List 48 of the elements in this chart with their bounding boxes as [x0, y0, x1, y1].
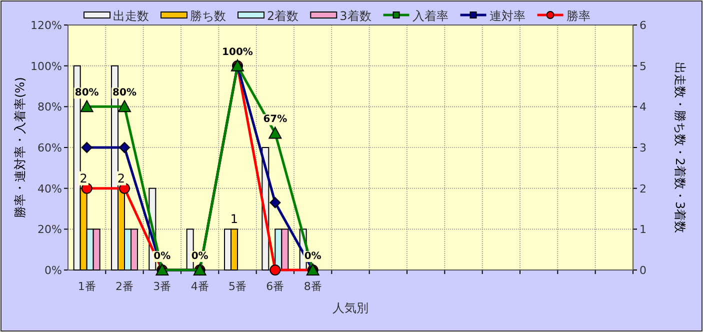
point [118, 100, 131, 112]
point [268, 126, 282, 139]
legend-label: 勝率 [566, 9, 590, 23]
y-tick-label: 120% [30, 19, 62, 32]
point [270, 197, 281, 208]
legend-label: 出走数 [113, 9, 149, 23]
y2-tick-label: 0 [640, 264, 646, 277]
x-tick-label: 5番 [228, 280, 246, 293]
data-label: 80% [112, 88, 136, 99]
y2-tick-label: 3 [640, 142, 646, 154]
y2-tick-label: 5 [640, 60, 646, 73]
x-tick-label: 4番 [190, 280, 209, 293]
y-tick-label: 60% [38, 142, 62, 154]
x-tick-label: 1番 [78, 280, 96, 293]
data-label: 80% [74, 88, 99, 99]
legend-label: 2着数 [267, 9, 299, 23]
x-tick-label: 2番 [116, 280, 134, 293]
data-label: 0% [304, 251, 322, 262]
legend-label: 入着率 [412, 9, 448, 23]
data-label: 67% [263, 114, 288, 126]
y-tick-label: 0% [44, 264, 62, 277]
y2-tick-label: 6 [640, 19, 646, 32]
data-label: 1 [230, 212, 238, 226]
y2-axis-title: 出走数・勝ち数・2着数・3着数 [673, 62, 687, 234]
data-label: 100% [222, 46, 253, 58]
legend-label: 3着数 [340, 9, 372, 23]
y2-tick-label: 4 [640, 100, 646, 114]
x-tick-label: 6番 [266, 280, 284, 293]
point [270, 264, 281, 276]
data-label: 0% [154, 251, 171, 262]
x-tick-label: 8番 [304, 280, 322, 293]
y2-tick-label: 1 [640, 223, 646, 236]
y-tick-label: 100% [30, 60, 62, 73]
data-label: 0% [191, 251, 208, 262]
data-label: 2 [117, 171, 126, 186]
y2-tick-label: 2 [640, 182, 646, 196]
y-tick-label: 80% [38, 100, 62, 114]
data-label: 2 [80, 171, 88, 186]
y-tick-label: 40% [38, 182, 62, 196]
legend-label: 連対率 [489, 9, 526, 23]
x-axis-title: 人気別 [332, 301, 368, 315]
legend-label: 勝ち数 [190, 9, 226, 23]
y-tick-label: 20% [38, 223, 62, 236]
y-axis-title: 勝率・連対率・入着率(%) [13, 77, 27, 218]
point [119, 142, 130, 153]
x-tick-label: 3番 [153, 280, 172, 293]
point [80, 100, 94, 112]
point [81, 142, 92, 153]
